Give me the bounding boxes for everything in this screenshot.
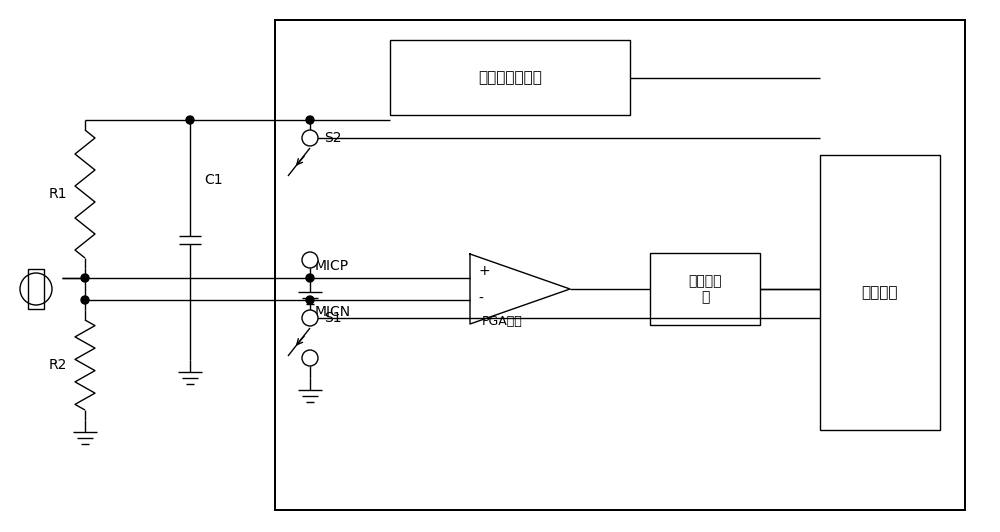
Circle shape — [302, 350, 318, 366]
Circle shape — [302, 310, 318, 326]
Text: R2: R2 — [49, 358, 67, 372]
Circle shape — [186, 116, 194, 124]
Circle shape — [302, 252, 318, 268]
Text: PGA芯片: PGA芯片 — [482, 315, 523, 328]
Circle shape — [306, 296, 314, 304]
Text: 控制逻辑: 控制逻辑 — [862, 285, 898, 300]
Text: C1: C1 — [204, 173, 223, 187]
Circle shape — [81, 296, 89, 304]
Bar — [28, 269, 44, 309]
Text: S1: S1 — [324, 311, 342, 325]
Text: S2: S2 — [324, 131, 342, 145]
Bar — [650, 253, 760, 325]
Bar — [390, 40, 630, 115]
Bar — [275, 20, 965, 510]
Circle shape — [81, 274, 89, 282]
Text: +: + — [478, 264, 490, 278]
Text: MICN: MICN — [315, 305, 351, 319]
Text: 偏置电压生成器: 偏置电压生成器 — [478, 70, 542, 85]
Text: MICP: MICP — [315, 259, 349, 273]
Circle shape — [306, 116, 314, 124]
Text: -: - — [478, 292, 483, 306]
Circle shape — [302, 130, 318, 146]
Bar — [275, 20, 965, 510]
Circle shape — [306, 274, 314, 282]
Text: 模式转换
器: 模式转换 器 — [688, 274, 722, 304]
Bar — [820, 155, 940, 430]
Text: R1: R1 — [48, 187, 67, 201]
